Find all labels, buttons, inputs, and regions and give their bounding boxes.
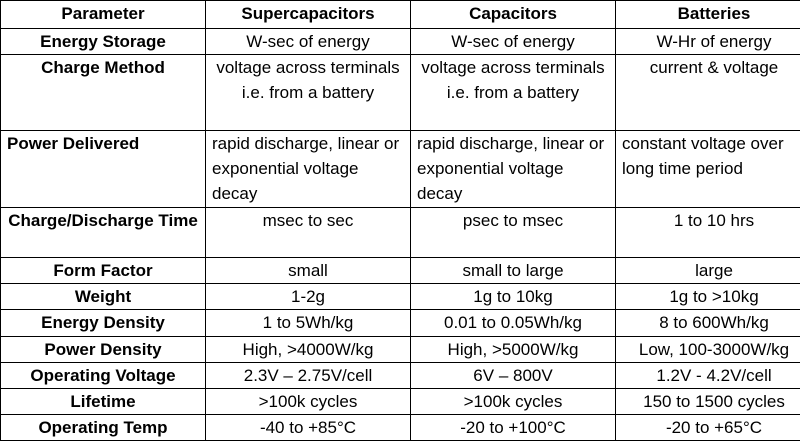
row-label: Charge/Discharge Time [0,207,206,258]
table-row: Charge/Discharge Time msec to sec psec to … [0,207,800,258]
header-row: Parameter Supercapacitors Capacitors Batter… [0,0,800,29]
cell: 1.2V - 4.2V/cell [615,362,800,389]
cell: rapid discharge, linear or exponential v… [205,130,411,208]
row-label: Power Delivered [0,130,206,208]
table-row: Operating Temp -40 to +85°C -20 to +100°C -… [0,414,800,441]
row-label: Lifetime [0,388,206,415]
table-row: Energy Density 1 to 5Wh/kg 0.01 to 0.05Wh/… [0,309,800,337]
cell: 150 to 1500 cycles [615,388,800,415]
cell: 0.01 to 0.05Wh/kg [410,309,616,337]
cell: High, >4000W/kg [205,336,411,363]
cell: W-Hr of energy [615,28,800,55]
cell: psec to msec [410,207,616,258]
table-row: Form Factor small small to large large [0,257,800,284]
cell: constant voltage over long time period [615,130,800,208]
cell: 8 to 600Wh/kg [615,309,800,337]
row-label: Weight [0,283,206,310]
header-cell: Batteries [615,0,800,29]
row-label: Form Factor [0,257,206,284]
table-row: Operating Voltage 2.3V – 2.75V/cell 6V – 8… [0,362,800,389]
cell: 1 to 5Wh/kg [205,309,411,337]
cell: 1-2g [205,283,411,310]
row-label: Charge Method [0,54,206,131]
table-row: Charge Method voltage across terminals i.… [0,54,800,131]
cell: current & voltage [615,54,800,131]
cell: small to large [410,257,616,284]
header-cell: Capacitors [410,0,616,29]
row-label: Power Density [0,336,206,363]
cell: 1g to >10kg [615,283,800,310]
row-label: Energy Density [0,309,206,337]
table-row: Lifetime >100k cycles >100k cycles 150 to 1… [0,388,800,415]
cell: -20 to +65°C [615,414,800,441]
cell: rapid discharge, linear or exponential v… [410,130,616,208]
cell: voltage across terminals i.e. from a bat… [205,54,411,131]
row-label: Operating Temp [0,414,206,441]
cell: small [205,257,411,284]
cell: -40 to +85°C [205,414,411,441]
cell: W-sec of energy [205,28,411,55]
cell: 2.3V – 2.75V/cell [205,362,411,389]
header-cell: Parameter [0,0,206,29]
cell: W-sec of energy [410,28,616,55]
cell: 6V – 800V [410,362,616,389]
cell: -20 to +100°C [410,414,616,441]
cell: >100k cycles [410,388,616,415]
table-row: Weight 1-2g 1g to 10kg 1g to >10kg [0,283,800,310]
cell: >100k cycles [205,388,411,415]
cell: large [615,257,800,284]
cell: Low, 100-3000W/kg [615,336,800,363]
table-row: Energy Storage W-sec of energy W-sec of en… [0,28,800,55]
cell: 1 to 10 hrs [615,207,800,258]
cell: msec to sec [205,207,411,258]
cell: High, >5000W/kg [410,336,616,363]
table-row: Power Density High, >4000W/kg High, >5000W… [0,336,800,363]
cell: 1g to 10kg [410,283,616,310]
cell: voltage across terminals i.e. from a bat… [410,54,616,131]
row-label: Energy Storage [0,28,206,55]
header-cell: Supercapacitors [205,0,411,29]
table-row: Power Delivered rapid discharge, linear o… [0,130,800,208]
row-label: Operating Voltage [0,362,206,389]
